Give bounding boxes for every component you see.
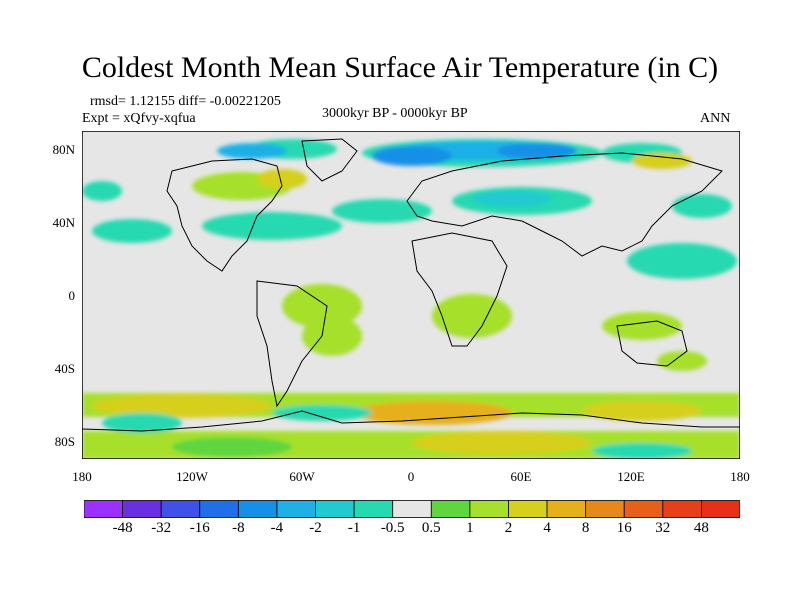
colorbar-swatch [237,500,278,518]
coastline [406,152,723,257]
anomaly-patch [202,212,342,240]
anomaly-patch [582,401,702,421]
colorbar-swatch [701,500,740,518]
anomaly-patch [672,194,732,218]
anomaly-patch [282,284,362,328]
anomaly-patch [372,146,452,166]
x-tick-label: 60W [289,469,315,484]
colorbar-label: 4 [543,520,551,536]
colorbar [84,500,740,518]
colorbar-label: -1 [347,520,361,536]
colorbar-label: -16 [189,520,210,536]
anomaly-patch [217,143,287,159]
anomaly-patch [172,437,292,457]
colorbar-label: 8 [581,520,590,536]
y-tick-label: 80N [52,142,75,157]
colorbar-swatch [585,500,625,518]
colorbar-label: 2 [504,520,513,536]
colorbar-swatch [276,500,316,518]
anomaly-patch [627,243,737,279]
colorbar-swatch [84,500,123,518]
x-tick-label: 0 [407,469,415,484]
colorbar-label: -0.5 [380,520,405,536]
anomaly-patch [302,316,362,356]
colorbar-swatch [508,500,548,518]
coastlines [82,138,740,432]
stats-label: rmsd= 1.12155 diff= -0.00221205 [90,94,281,109]
anomaly-patch [102,413,182,433]
anomaly-patch [257,169,307,189]
x-tick-label: 120W [176,469,208,484]
colorbar-label: 1 [466,520,474,536]
colorbar-swatch [160,500,201,518]
colorbar-label: 16 [616,520,632,536]
anomaly-patch [602,312,682,340]
colorbar-swatch [469,500,509,518]
anomaly-patch [472,191,552,207]
y-tick-label: 40N [52,215,75,230]
anomaly-patch [352,401,512,425]
coastline [301,138,358,182]
colorbar-label: 48 [693,520,709,536]
anomaly-patch [432,294,512,338]
colorbar-swatch [199,500,239,518]
colorbar-swatch [392,500,432,518]
season-label: ANN [700,111,731,126]
colorbar-swatch [662,500,702,518]
colorbar-swatch [430,500,471,518]
x-tick-label: 120E [617,469,645,484]
colorbar-swatch [623,500,664,518]
coastline [256,280,328,408]
colorbar-swatch [353,500,394,518]
colorbar-label: -4 [270,520,284,536]
anomaly-patch [82,181,122,201]
coastline [166,158,283,272]
coastline [82,410,740,432]
coastline [616,320,688,367]
colorbar-label: -48 [112,520,133,536]
colorbar-label: 32 [655,520,671,536]
anomaly-patch [592,443,692,459]
x-tick-label: 180 [730,469,750,484]
anomaly-patch [632,153,692,169]
colorbar-label: -8 [232,520,245,536]
y-tick-label: 0 [68,288,76,303]
plot-title: Coldest Month Mean Surface Air Temperatu… [81,51,719,84]
anomaly-patch [272,405,372,421]
anomaly-patch [497,143,577,159]
world-map [82,131,740,459]
anomaly-patch [92,394,272,418]
colorbar-label: -2 [309,520,322,536]
x-tick-label: 60E [510,469,532,484]
experiment-label: Expt = xQfvy-xqfua [82,111,196,126]
colorbar-swatch [315,500,355,518]
colorbar-label: 0.5 [421,520,441,536]
x-tick-label: 180 [72,469,92,484]
anomaly-patch [412,431,592,455]
y-tick-label: 40S [54,361,75,376]
period-label: 3000kyr BP - 0000kyr BP [322,106,468,121]
y-tick-label: 80S [54,434,75,449]
anomaly-patch [657,351,707,371]
anomaly-patch [332,199,432,223]
colorbar-swatch [122,500,162,518]
anomaly-patch [92,219,172,243]
coastline [411,232,508,347]
colorbar-swatch [546,500,587,518]
anomaly-field [82,139,740,459]
colorbar-label: -32 [151,520,172,536]
